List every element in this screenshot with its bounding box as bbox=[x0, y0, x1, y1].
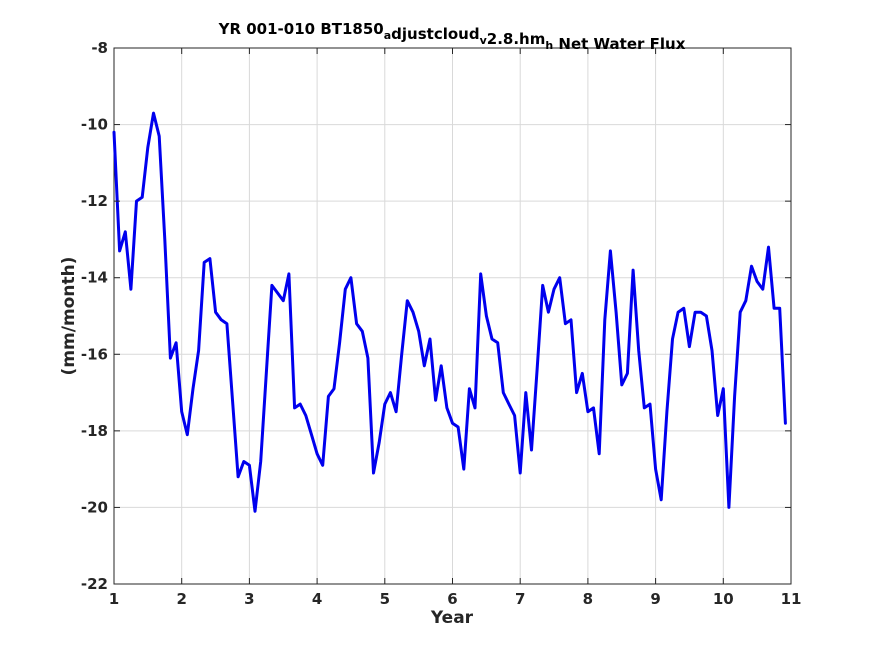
x-tick-label: 4 bbox=[312, 590, 322, 608]
series-layer bbox=[112, 111, 787, 513]
y-axis-label: (mm/month) bbox=[59, 257, 79, 376]
title-text: djustcloud bbox=[391, 25, 479, 43]
y-tick-label: -16 bbox=[81, 345, 108, 363]
y-tick-label: -20 bbox=[81, 498, 108, 516]
y-tick-label: -22 bbox=[81, 575, 108, 593]
title-text: 2.8.hm bbox=[487, 30, 546, 48]
title-subscript: a bbox=[384, 29, 391, 42]
x-tick-label: 10 bbox=[713, 590, 734, 608]
x-tick-label: 8 bbox=[583, 590, 593, 608]
title-subscript: v bbox=[480, 34, 488, 47]
title-text: Net Water Flux bbox=[553, 35, 686, 53]
x-tick-label: 6 bbox=[447, 590, 457, 608]
x-tick-label: 9 bbox=[650, 590, 660, 608]
y-tick-label: -18 bbox=[81, 422, 108, 440]
chart-title: YR 001-010 BT1850adjustcloudv2.8.hmh Net… bbox=[218, 20, 686, 53]
y-tick-label: -14 bbox=[81, 269, 108, 287]
y-tick-label: -12 bbox=[81, 192, 108, 210]
title-subscript: h bbox=[545, 39, 553, 52]
x-tick-label: 3 bbox=[244, 590, 254, 608]
x-tick-label: 11 bbox=[781, 590, 802, 608]
series-line bbox=[112, 111, 787, 513]
y-tick-label: -8 bbox=[91, 39, 108, 57]
grid bbox=[114, 48, 791, 584]
x-axis-label: Year bbox=[430, 608, 474, 628]
title-text: YR 001-010 BT1850 bbox=[218, 20, 384, 38]
x-tick-label: 1 bbox=[109, 590, 119, 608]
x-tick-label: 5 bbox=[380, 590, 390, 608]
x-tick-label: 2 bbox=[176, 590, 186, 608]
x-tick-label: 7 bbox=[515, 590, 525, 608]
ticks: 1 2 3 4 5 6 7 8 9 10 11 -22 -20 -18 -16 -14 -12 -10 -8 bbox=[81, 39, 802, 608]
y-tick-label: -10 bbox=[81, 116, 108, 134]
